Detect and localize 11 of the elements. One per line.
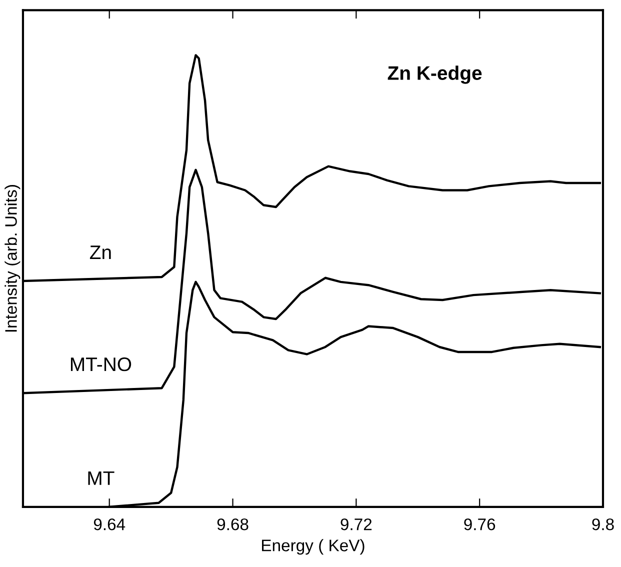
y-axis-title: Intensity (arb. Units)	[4, 185, 20, 332]
x-tick-label: 9.8	[592, 518, 614, 530]
x-tick-label: 9.64	[94, 518, 126, 530]
annotation: Zn K-edge	[388, 66, 482, 84]
x-tick-label: 9.76	[464, 518, 496, 530]
series-label: MT	[88, 471, 114, 485]
x-tick-label: 9.68	[217, 518, 248, 530]
x-axis-title: Energy ( KeV)	[262, 539, 364, 555]
series-label: MT-NO	[70, 357, 132, 372]
x-tick-label: 9.72	[340, 518, 372, 530]
series-label: Zn	[90, 246, 111, 259]
